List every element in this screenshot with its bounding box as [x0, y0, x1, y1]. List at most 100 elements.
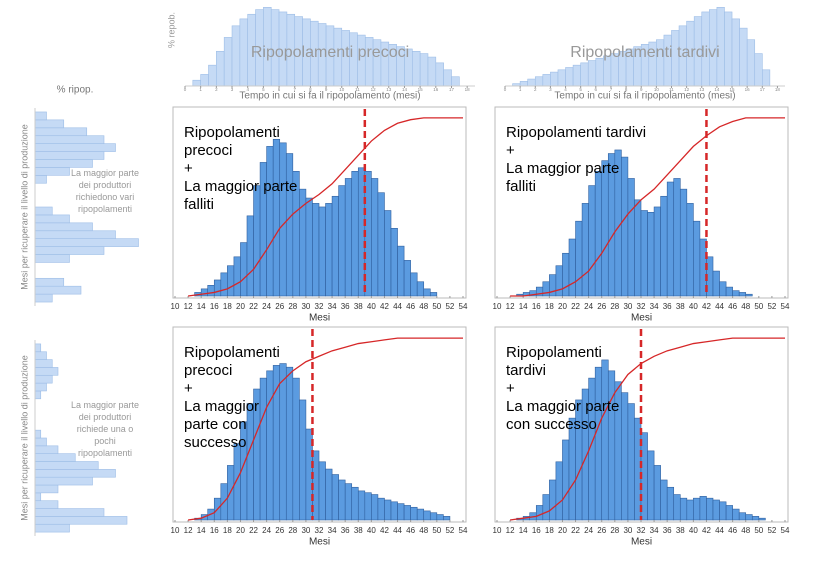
- bar: [377, 497, 385, 521]
- x-tick-label: 16: [532, 302, 541, 311]
- bar: [299, 188, 307, 297]
- x-tick-label: 26: [275, 302, 284, 311]
- bar: [601, 359, 609, 521]
- bar: [34, 516, 128, 525]
- x-tick-label: 14: [197, 526, 206, 535]
- bar: [621, 156, 629, 297]
- annotation-line: falliti: [506, 178, 536, 195]
- chart-title: Ripopolamenti precoci: [251, 44, 409, 61]
- x-tick-label: 34: [650, 302, 659, 311]
- annotation-line: +: [184, 160, 193, 177]
- bar: [216, 50, 225, 87]
- x-tick-label: 12: [184, 302, 193, 311]
- annotation-line: precoci: [184, 142, 232, 159]
- bar: [746, 39, 756, 87]
- x-tick-label: 11: [355, 87, 360, 92]
- x-tick-label: 48: [741, 526, 750, 535]
- x-tick-label: 22: [571, 302, 580, 311]
- bar: [34, 500, 59, 509]
- x-tick-label: 52: [445, 526, 454, 535]
- bar: [259, 377, 267, 521]
- x-tick-label: 38: [354, 302, 363, 311]
- annotation-line: successo: [184, 434, 247, 451]
- bar: [34, 492, 42, 502]
- x-tick-label: 22: [249, 302, 258, 311]
- bar: [397, 503, 405, 521]
- x-tick-label: 50: [754, 302, 763, 311]
- annotation-line: +: [506, 142, 515, 159]
- annotation-line: Ripopolamenti: [184, 124, 280, 141]
- x-tick-label: 10: [171, 302, 180, 311]
- x-tick-label: 24: [262, 526, 271, 535]
- bar: [725, 286, 733, 297]
- x-tick-label: 28: [288, 302, 297, 311]
- x-tick-label: 8: [309, 87, 312, 92]
- bar: [534, 76, 544, 87]
- bar: [34, 230, 116, 239]
- bar: [213, 279, 222, 297]
- x-tick-label: 32: [315, 302, 324, 311]
- bar: [693, 220, 701, 297]
- note: La maggior parte dei produttori richiedono…: [71, 168, 139, 214]
- x-tick-label: 17: [760, 87, 766, 92]
- bar: [725, 505, 733, 521]
- x-tick-label: 42: [702, 302, 711, 311]
- x-tick-label: 40: [689, 302, 698, 311]
- bar: [285, 366, 294, 521]
- x-tick-label: 52: [767, 302, 776, 311]
- note-line: dei produttori: [79, 180, 132, 190]
- bar: [739, 27, 748, 87]
- x-tick-label: 15: [730, 87, 736, 92]
- x-tick-label: 20: [236, 526, 245, 535]
- x-tick-label: 10: [171, 526, 180, 535]
- x-tick-label: 12: [684, 87, 690, 92]
- x-tick-label: 52: [445, 302, 454, 311]
- bar: [34, 285, 82, 295]
- bar: [562, 439, 570, 521]
- x-tick-label: 46: [728, 302, 737, 311]
- note-line: ripopolamenti: [78, 448, 132, 458]
- x-tick-label: 17: [449, 87, 455, 92]
- annotation-line: precoci: [184, 362, 232, 379]
- bar: [331, 474, 339, 521]
- note-line: dei produttori: [79, 412, 132, 422]
- x-tick-label: 36: [663, 526, 672, 535]
- x-tick-label: 54: [781, 526, 790, 535]
- bar: [34, 206, 53, 216]
- x-tick-label: 22: [249, 526, 258, 535]
- x-tick-label: 30: [623, 526, 632, 535]
- x-tick-label: 34: [328, 526, 337, 535]
- x-tick-label: 16: [745, 87, 751, 92]
- y-axis-label: % repob.: [166, 12, 176, 48]
- bar: [403, 505, 411, 521]
- x-tick-label: 12: [371, 87, 377, 92]
- bar: [34, 238, 139, 247]
- bar: [200, 288, 209, 297]
- bar: [411, 50, 421, 87]
- bar: [647, 450, 655, 521]
- bar: [34, 343, 42, 353]
- bar: [371, 178, 379, 297]
- x-tick-label: 42: [380, 526, 389, 535]
- bar: [338, 479, 346, 521]
- x-tick-label: 14: [197, 302, 206, 311]
- x-tick-label: 40: [367, 302, 376, 311]
- x-tick-label: 44: [715, 526, 724, 535]
- x-tick-label: 28: [288, 526, 297, 535]
- x-tick-label: 38: [676, 302, 685, 311]
- x-tick-label: 13: [386, 87, 392, 92]
- x-tick-label: 18: [223, 302, 232, 311]
- bar: [640, 210, 648, 297]
- x-tick-label: 4: [564, 87, 567, 92]
- bar: [443, 69, 452, 87]
- bar: [706, 497, 714, 521]
- bar: [738, 512, 747, 521]
- bar: [673, 494, 681, 521]
- bar: [595, 57, 604, 87]
- x-tick-label: 20: [558, 302, 567, 311]
- bar: [34, 390, 42, 400]
- panel-annotation: Ripopolamenti precoci + La maggior parte con…: [184, 344, 280, 451]
- bar: [416, 508, 425, 521]
- bar: [34, 277, 65, 287]
